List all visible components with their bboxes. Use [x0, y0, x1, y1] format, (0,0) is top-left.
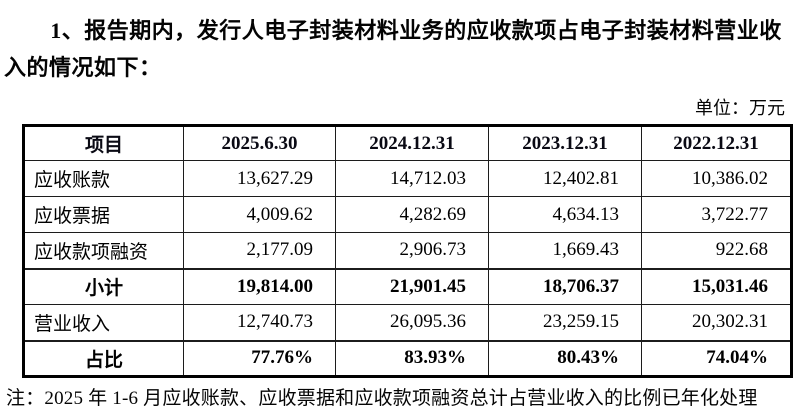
cell-value: 10,386.02	[641, 160, 792, 197]
column-header-item: 项目	[23, 125, 184, 161]
table-row-receivables-financing: 应收款项融资 2,177.09 2,906.73 1,669.43 922.68	[23, 232, 792, 269]
table-header-row: 项目 2025.6.30 2024.12.31 2023.12.31 2022.…	[23, 125, 792, 161]
cell-value: 20,302.31	[641, 304, 792, 341]
row-label: 应收款项融资	[23, 232, 184, 269]
row-label: 小计	[23, 267, 184, 305]
row-label: 占比	[23, 339, 184, 377]
row-label: 营业收入	[23, 304, 184, 341]
cell-value: 21,901.45	[335, 267, 489, 305]
table-row-operating-revenue: 营业收入 12,740.73 26,095.36 23,259.15 20,30…	[23, 304, 792, 341]
table-row-notes-receivable: 应收票据 4,009.62 4,282.69 4,634.13 3,722.77	[23, 196, 792, 233]
table-row-accounts-receivable: 应收账款 13,627.29 14,712.03 12,402.81 10,38…	[23, 160, 792, 197]
cell-value: 77.76%	[183, 339, 336, 377]
cell-value: 14,712.03	[335, 160, 489, 197]
row-label: 应收账款	[23, 160, 184, 197]
cell-value: 74.04%	[641, 339, 792, 377]
row-label: 应收票据	[23, 196, 184, 233]
receivables-table: 项目 2025.6.30 2024.12.31 2023.12.31 2022.…	[22, 124, 793, 378]
footnote: 注：2025 年 1-6 月应收账款、应收票据和应收款项融资总计占营业收入的比例…	[6, 388, 758, 409]
cell-value: 15,031.46	[641, 267, 792, 305]
cell-value: 4,634.13	[488, 196, 642, 233]
cell-value: 922.68	[641, 232, 792, 269]
cell-value: 83.93%	[335, 339, 489, 377]
cell-value: 19,814.00	[183, 267, 336, 305]
table-row-ratio: 占比 77.76% 83.93% 80.43% 74.04%	[23, 339, 792, 377]
cell-value: 3,722.77	[641, 196, 792, 233]
cell-value: 12,740.73	[183, 304, 336, 341]
column-header-2023: 2023.12.31	[488, 125, 642, 161]
cell-value: 2,177.09	[183, 232, 336, 269]
cell-value: 26,095.36	[335, 304, 489, 341]
column-header-2022: 2022.12.31	[641, 125, 792, 161]
section-heading: 1、报告期内，发行人电子封装材料业务的应收款项占电子封装材料营业收入的情况如下：	[4, 18, 782, 80]
column-header-2024: 2024.12.31	[335, 125, 489, 161]
cell-value: 4,282.69	[335, 196, 489, 233]
column-header-2025: 2025.6.30	[183, 125, 336, 161]
unit-label: 单位：万元	[695, 98, 785, 118]
cell-value: 80.43%	[488, 339, 642, 377]
cell-value: 4,009.62	[183, 196, 336, 233]
cell-value: 18,706.37	[488, 267, 642, 305]
cell-value: 1,669.43	[488, 232, 642, 269]
cell-value: 2,906.73	[335, 232, 489, 269]
cell-value: 23,259.15	[488, 304, 642, 341]
cell-value: 12,402.81	[488, 160, 642, 197]
table-row-subtotal: 小计 19,814.00 21,901.45 18,706.37 15,031.…	[23, 267, 792, 305]
cell-value: 13,627.29	[183, 160, 336, 197]
